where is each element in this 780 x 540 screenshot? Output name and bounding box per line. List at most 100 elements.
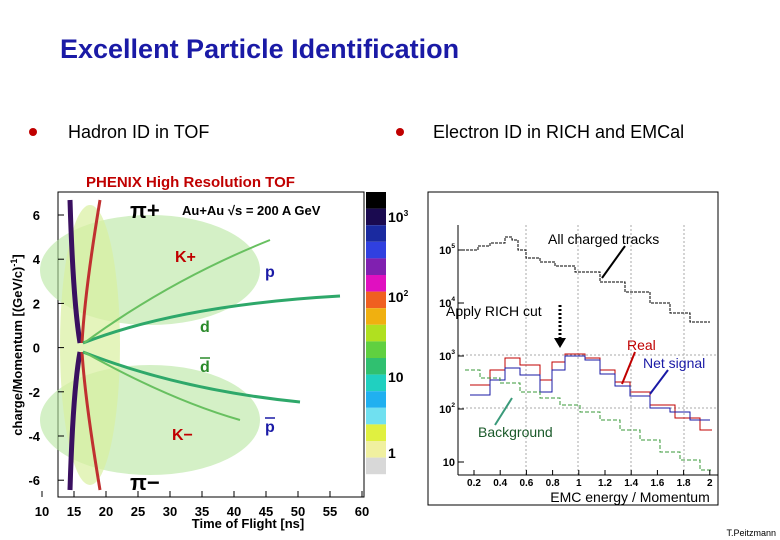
x-tick-label: 35 (195, 504, 209, 519)
plot-title: PHENIX High Resolution TOF (86, 174, 295, 191)
x-tick-label: 1.6 (650, 478, 664, 489)
y-tick-label: 6 (33, 208, 40, 223)
band (82, 350, 301, 404)
x-tick-label: 10 (35, 504, 49, 519)
x-tick-label: 0.6 (519, 478, 533, 489)
bullet-dot (396, 128, 404, 136)
band (80, 351, 102, 491)
tof-plot: PHENIX High Resolution TOF Au+Au √s = 20… (9, 174, 386, 531)
scale-label-exp: 2 (404, 288, 409, 298)
x-tick-label: 40 (227, 504, 241, 519)
particle-label: K+ (175, 249, 196, 266)
plot-subtitle: Au+Au √s = 200 A GeV (182, 203, 321, 218)
scale-block (366, 241, 386, 259)
y-tick-label: 103 (439, 349, 455, 363)
y-tick-label: -4 (28, 429, 40, 444)
band (83, 351, 241, 421)
bullet-dot (29, 128, 37, 136)
y-tick-label-exp: 3 (451, 349, 455, 356)
footer: T.Peitzmann (726, 528, 776, 538)
y-tick-label: 102 (439, 402, 455, 416)
scale-block (366, 308, 386, 325)
y-label-end: ] (10, 254, 25, 258)
y-label-exp: -1 (9, 259, 19, 267)
band (67, 351, 83, 491)
band (80, 199, 102, 344)
particle-label: d (200, 319, 210, 336)
x-tick-label: 1 (576, 478, 582, 489)
x-tick-label: 1.2 (598, 478, 612, 489)
scale-label: 1 (388, 445, 396, 461)
scale-block (366, 192, 386, 209)
y-tick-label: 2 (33, 296, 40, 311)
scale-label: 102 (388, 288, 409, 305)
x-tick-label: 0.4 (493, 478, 507, 489)
particle-label: K− (172, 427, 193, 444)
band (67, 199, 83, 344)
y-tick-label-exp: 2 (451, 402, 455, 409)
y-tick-label: 104 (439, 296, 455, 310)
histogram (470, 355, 710, 421)
density (60, 205, 120, 485)
annotation: Real (627, 337, 656, 353)
x-tick-label: 0.2 (467, 478, 481, 489)
x-tick-label: 50 (291, 504, 305, 519)
histogram (462, 236, 710, 323)
x-tick-label: 2 (707, 478, 713, 489)
x-tick-label: 15 (67, 504, 81, 519)
bullet: Electron ID in RICH and EMCal (433, 122, 684, 142)
x-tick-label: 55 (323, 504, 337, 519)
scale-label-base: 10 (388, 289, 404, 305)
x-tick-label: 25 (131, 504, 145, 519)
arrow-head (554, 338, 566, 348)
scale-label-exp: 3 (404, 208, 409, 218)
y-tick-label-exp: 5 (451, 243, 455, 250)
particle-label: π− (130, 470, 160, 495)
scale-label: 10 (388, 369, 404, 385)
x-tick-label: 30 (163, 504, 177, 519)
y-tick-label-base: 10 (439, 404, 451, 416)
y-label-text: charge/Momentum [(GeV/c) (10, 267, 25, 436)
y-tick-label: 0 (33, 341, 40, 356)
x-axis-label: Time of Flight [ns] (192, 516, 304, 531)
particle-label: p (265, 419, 275, 436)
x-tick-label: 0.8 (546, 478, 560, 489)
scale-label-base: 10 (388, 209, 404, 225)
plot-frame (427, 191, 719, 506)
x-tick-label: 45 (259, 504, 273, 519)
arrow (649, 369, 669, 395)
emc-plot: All charged tracks Apply RICH cut Real N… (427, 191, 719, 506)
y-tick-label-base: 10 (439, 298, 451, 310)
band (82, 294, 341, 345)
particle-label: π+ (130, 198, 160, 223)
histogram (465, 369, 712, 471)
annotation: Net signal (643, 355, 705, 371)
arrow (494, 397, 513, 426)
arrow (601, 245, 626, 279)
x-tick-label: 20 (99, 504, 113, 519)
y-tick-label: 105 (439, 243, 455, 257)
arrow (621, 351, 636, 385)
scale-block (366, 407, 386, 425)
y-tick-label: 10 (443, 457, 455, 469)
x-tick-label: 1.4 (624, 478, 638, 489)
particle-label: d (200, 359, 210, 376)
bullet: Hadron ID in TOF (68, 122, 209, 142)
scale-block (366, 291, 386, 309)
y-tick-label-exp: 4 (451, 296, 455, 303)
x-tick-label: 60 (355, 504, 369, 519)
scale-block (366, 225, 386, 242)
scale-block (366, 275, 386, 292)
band (83, 239, 271, 344)
y-axis-label: charge/Momentum [(GeV/c)-1] (9, 254, 25, 435)
scale-block (366, 258, 386, 275)
y-tick-label: -2 (28, 385, 40, 400)
scale-label-base: 1 (388, 445, 396, 461)
annotation: Apply RICH cut (446, 303, 542, 319)
scale-block (366, 441, 386, 458)
scale-block (366, 374, 386, 392)
scale-block (366, 358, 386, 375)
scale-block (366, 457, 386, 475)
scale-label: 103 (388, 208, 409, 225)
